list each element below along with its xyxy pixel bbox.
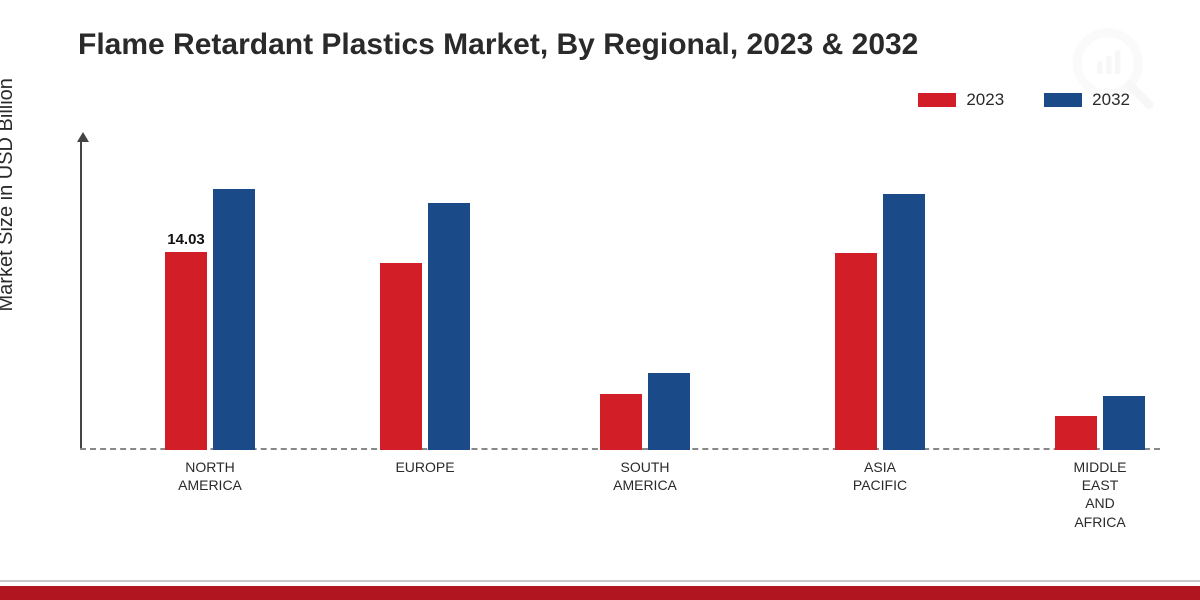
bar-group — [600, 373, 690, 451]
footer-brand-bar — [0, 586, 1200, 600]
legend-item-2032: 2032 — [1044, 90, 1130, 110]
bar — [835, 253, 877, 450]
legend-label-2032: 2032 — [1092, 90, 1130, 110]
legend-swatch-2032 — [1044, 93, 1082, 107]
bar — [380, 263, 422, 450]
x-tick-label: EUROPE — [395, 458, 454, 476]
y-axis-line — [80, 140, 82, 450]
bar-group: 14.03 — [165, 189, 255, 450]
bar-group — [1055, 396, 1145, 450]
bar — [165, 252, 207, 450]
bar-value-label: 14.03 — [167, 231, 205, 248]
bar — [600, 394, 642, 450]
chart-title: Flame Retardant Plastics Market, By Regi… — [78, 28, 918, 62]
legend: 2023 2032 — [918, 90, 1130, 110]
plot-area: 14.03 — [80, 140, 1160, 450]
x-tick-label: SOUTH AMERICA — [613, 458, 677, 494]
bar-group — [380, 203, 470, 450]
bar — [1055, 416, 1097, 450]
bar — [648, 373, 690, 451]
legend-label-2023: 2023 — [966, 90, 1004, 110]
bar — [1103, 396, 1145, 450]
bar — [428, 203, 470, 450]
bar — [883, 194, 925, 450]
x-tick-label: ASIA PACIFIC — [853, 458, 907, 494]
bar-group — [835, 194, 925, 450]
x-tick-label: MIDDLE EAST AND AFRICA — [1074, 458, 1127, 531]
x-tick-label: NORTH AMERICA — [178, 458, 242, 494]
legend-item-2023: 2023 — [918, 90, 1004, 110]
y-axis-arrow-icon — [77, 132, 89, 142]
legend-swatch-2023 — [918, 93, 956, 107]
footer-divider — [0, 580, 1200, 582]
y-axis-label: Market Size in USD Billion — [0, 78, 18, 311]
bar — [213, 189, 255, 450]
